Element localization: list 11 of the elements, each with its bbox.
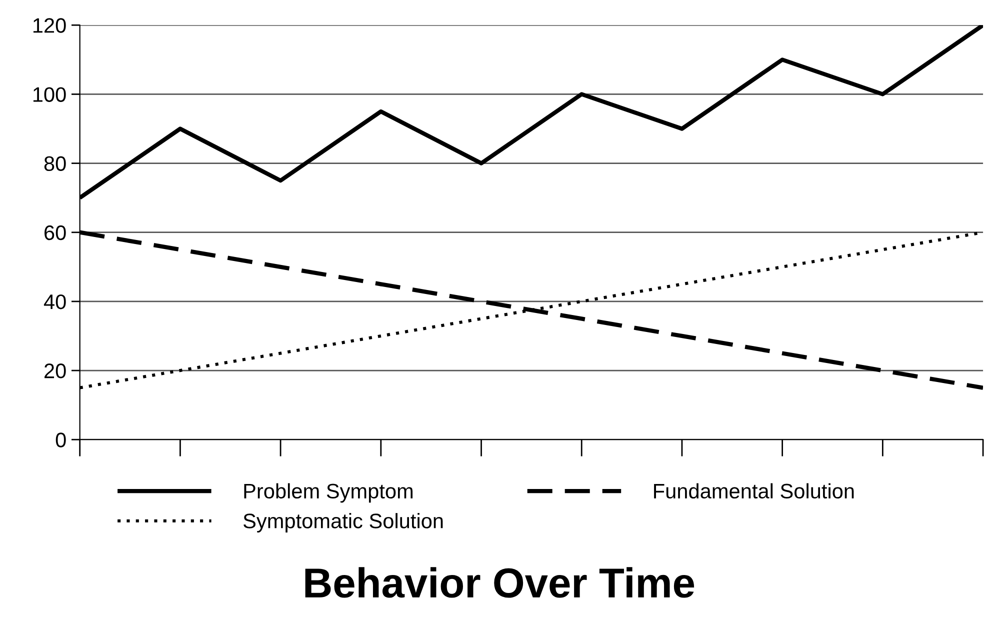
y-tick-label: 100: [33, 87, 66, 102]
legend-label: Problem Symptom: [244, 483, 413, 503]
y-tick-label: 120: [33, 18, 66, 33]
y-tick-label: 40: [44, 294, 66, 310]
legend-label: Fundamental Solution: [654, 483, 854, 499]
y-tick-label: 60: [44, 225, 66, 240]
y-tick-label: 80: [44, 156, 66, 172]
y-tick-label: 20: [44, 364, 66, 378]
text: Behavior Over Time: [305, 567, 694, 598]
legend-label: Symptomatic Solution: [243, 513, 443, 532]
y-tick-label: 0: [56, 432, 66, 448]
